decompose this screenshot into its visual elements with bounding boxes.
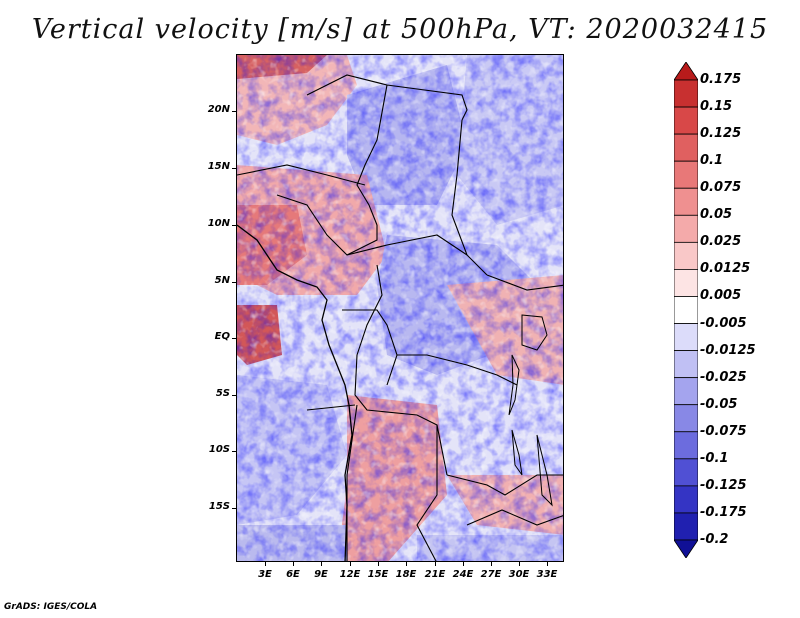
lon-label: 6E	[286, 569, 300, 580]
colorbar-label: -0.125	[700, 477, 747, 493]
colorbar-segment	[674, 62, 698, 81]
lon-label: 24E	[452, 569, 474, 580]
lat-label: 10S	[208, 444, 230, 455]
lon-label: 15E	[367, 569, 389, 580]
lon-label: 27E	[480, 569, 502, 580]
colorbar-segment	[674, 539, 698, 558]
map-title: Vertical velocity [m/s] at 500hPa, VT: 2…	[31, 14, 769, 45]
lakes	[508, 314, 553, 507]
colorbar-label: 0.025	[700, 234, 742, 250]
colorbar-label: -0.1	[700, 450, 729, 466]
lon-label: 33E	[536, 569, 558, 580]
colorbar-segment	[674, 160, 698, 189]
colorbar-segment	[674, 133, 698, 162]
colorbar-segment	[674, 404, 698, 433]
lat-label: 15N	[207, 161, 230, 172]
lat-label: 5S	[215, 388, 230, 399]
white-noise-texture	[237, 55, 563, 561]
grads-credit: GrADS: IGES/COLA	[4, 602, 98, 612]
colorbar-segment	[674, 350, 698, 379]
colorbar-segment	[674, 269, 698, 297]
colorbar-segment	[674, 296, 698, 324]
colorbar-label: 0.15	[700, 99, 733, 115]
colorbar-label: 0.05	[700, 207, 733, 223]
colorbar-segment	[674, 187, 698, 216]
colorbar-segment	[674, 106, 698, 135]
colorbar-label: -0.05	[700, 396, 738, 412]
colorbar-segment	[674, 214, 698, 243]
colorbar-segment	[674, 512, 698, 541]
lon-label: 3E	[258, 569, 272, 580]
lon-label: 18E	[395, 569, 417, 580]
color-scale-bar	[674, 62, 698, 558]
colorbar-label: -0.075	[700, 423, 747, 439]
colorbar-label: -0.0125	[700, 342, 756, 358]
lon-label: 12E	[339, 569, 361, 580]
colorbar-segment	[674, 431, 698, 460]
colorbar-label: -0.025	[700, 369, 747, 385]
lon-label: 21E	[424, 569, 446, 580]
country-borders	[237, 74, 563, 561]
lat-label: 15S	[208, 501, 230, 512]
map-canvas	[237, 55, 563, 561]
lat-label: 5N	[214, 275, 230, 286]
colorbar-segment	[674, 485, 698, 514]
colorbar-label: 0.1	[700, 153, 724, 169]
colorbar-label: 0.0125	[700, 261, 751, 277]
lat-label: EQ	[214, 331, 230, 342]
colorbar-label: 0.005	[700, 288, 742, 304]
colorbar-label: 0.125	[700, 126, 742, 142]
colorbar-segment	[674, 79, 698, 108]
colorbar-segment	[674, 323, 698, 351]
lon-label: 9E	[314, 569, 328, 580]
lat-label: 20N	[207, 104, 230, 115]
colorbar-segment	[674, 458, 698, 487]
lon-label: 30E	[508, 569, 530, 580]
colorbar-segment	[674, 241, 698, 270]
coastline	[237, 224, 353, 561]
vertical-velocity-map	[236, 54, 564, 562]
colorbar-label: -0.2	[700, 532, 729, 547]
colorbar-label: -0.175	[700, 504, 747, 520]
colorbar-label: 0.175	[700, 72, 742, 87]
colorbar-label: -0.005	[700, 315, 747, 331]
colorbar-segment	[674, 377, 698, 406]
lat-label: 10N	[207, 218, 230, 229]
colorbar-label: 0.075	[700, 180, 742, 196]
